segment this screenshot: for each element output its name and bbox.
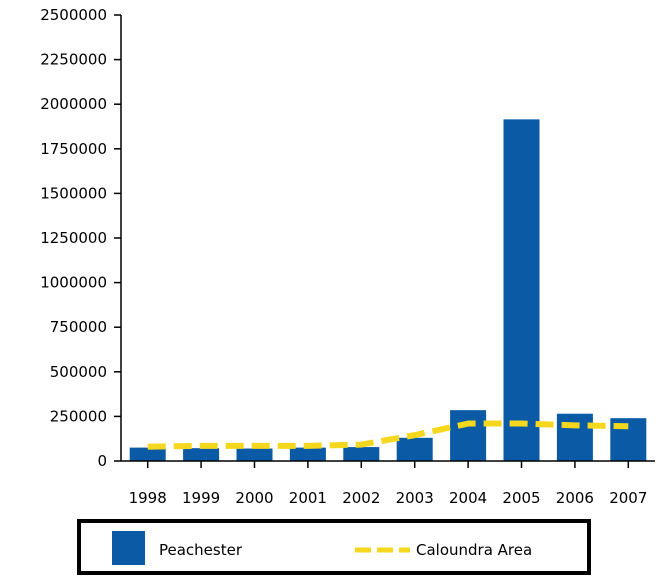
y-tick-label: 2500000 [40, 6, 107, 24]
y-tick-label: 750000 [50, 318, 107, 336]
x-tick-label: 2001 [289, 489, 327, 507]
y-axis-ticks: 0 250000 500000 750000 1000000 1250000 1500000… [40, 6, 121, 470]
plot-area: 0 250000 500000 750000 1000000 1250000 1500000… [40, 6, 655, 507]
x-tick-label: 1999 [182, 489, 220, 507]
y-tick-label: 0 [97, 452, 107, 470]
line-series-caloundra-area [147, 420, 629, 450]
y-tick-label: 1750000 [40, 140, 107, 158]
y-tick-label: 500000 [50, 363, 107, 381]
y-tick-label: 250000 [50, 407, 107, 425]
bar-2000 [236, 448, 273, 461]
x-tick-label: 2000 [235, 489, 273, 507]
x-axis-ticks: 1998 1999 2000 2001 2002 2003 2004 2005 2006 2007 [129, 461, 647, 507]
bar-2005 [503, 119, 540, 461]
legend-label-caloundra-area: Caloundra Area [416, 541, 532, 559]
line-caloundra-area [147, 420, 629, 450]
bar-2006 [556, 413, 593, 461]
bar-2001 [289, 447, 326, 461]
x-tick-label: 1998 [129, 489, 167, 507]
bar-1998 [129, 447, 166, 461]
legend-label-peachester: Peachester [159, 541, 243, 559]
y-tick-label: 2000000 [40, 95, 107, 113]
legend: Peachester Caloundra Area [77, 519, 591, 575]
x-tick-label: 2005 [502, 489, 540, 507]
x-tick-label: 2007 [609, 489, 647, 507]
bar-2003 [396, 437, 433, 461]
bar-2002 [343, 447, 380, 461]
y-tick-label: 1500000 [40, 184, 107, 202]
y-tick-label: 2250000 [40, 51, 107, 69]
bar-2004 [450, 410, 487, 461]
legend-swatch-peachester [112, 531, 145, 565]
x-tick-label: 2002 [342, 489, 380, 507]
legend-box [77, 519, 591, 575]
x-tick-label: 2006 [556, 489, 594, 507]
bar-series-peachester [129, 119, 647, 461]
x-tick-label: 2004 [449, 489, 487, 507]
bar-1999 [183, 448, 220, 461]
y-tick-label: 1250000 [40, 229, 107, 247]
x-tick-label: 2003 [396, 489, 434, 507]
y-tick-label: 1000000 [40, 274, 107, 292]
